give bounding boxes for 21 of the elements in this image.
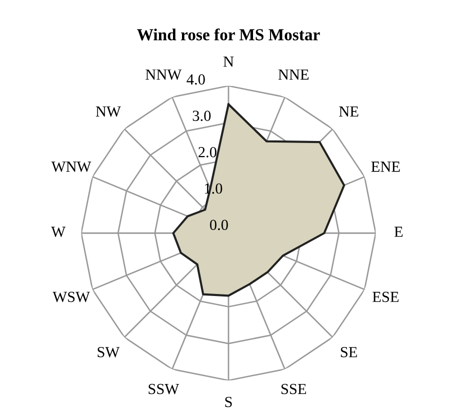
- spoke-label: E: [394, 226, 403, 237]
- spoke-label: SSW: [148, 384, 180, 394]
- spoke-label: WNW: [51, 162, 92, 172]
- y-tick-label: 2.0: [198, 147, 216, 158]
- y-tick-label: 4.0: [186, 74, 205, 85]
- spoke-label: NNW: [146, 70, 182, 80]
- spoke-label: ENE: [371, 162, 400, 172]
- y-tick-label: 0.0: [210, 220, 228, 230]
- spoke-label: WSW: [52, 292, 90, 302]
- spoke-label: SW: [98, 347, 120, 358]
- spoke-label: NW: [96, 106, 121, 117]
- spoke-label: SE: [340, 347, 357, 358]
- spoke-label: S: [225, 396, 232, 408]
- spoke-label: N: [223, 56, 234, 67]
- y-tick-label: 3.0: [192, 110, 211, 122]
- spoke-label: SSE: [281, 384, 306, 394]
- chart-title: Wind rose for MS Mostar: [137, 28, 320, 40]
- spoke-label: ESE: [372, 292, 399, 302]
- spoke-label: NNE: [278, 70, 309, 80]
- spoke-label: W: [51, 226, 66, 238]
- spoke-label: NE: [339, 106, 358, 116]
